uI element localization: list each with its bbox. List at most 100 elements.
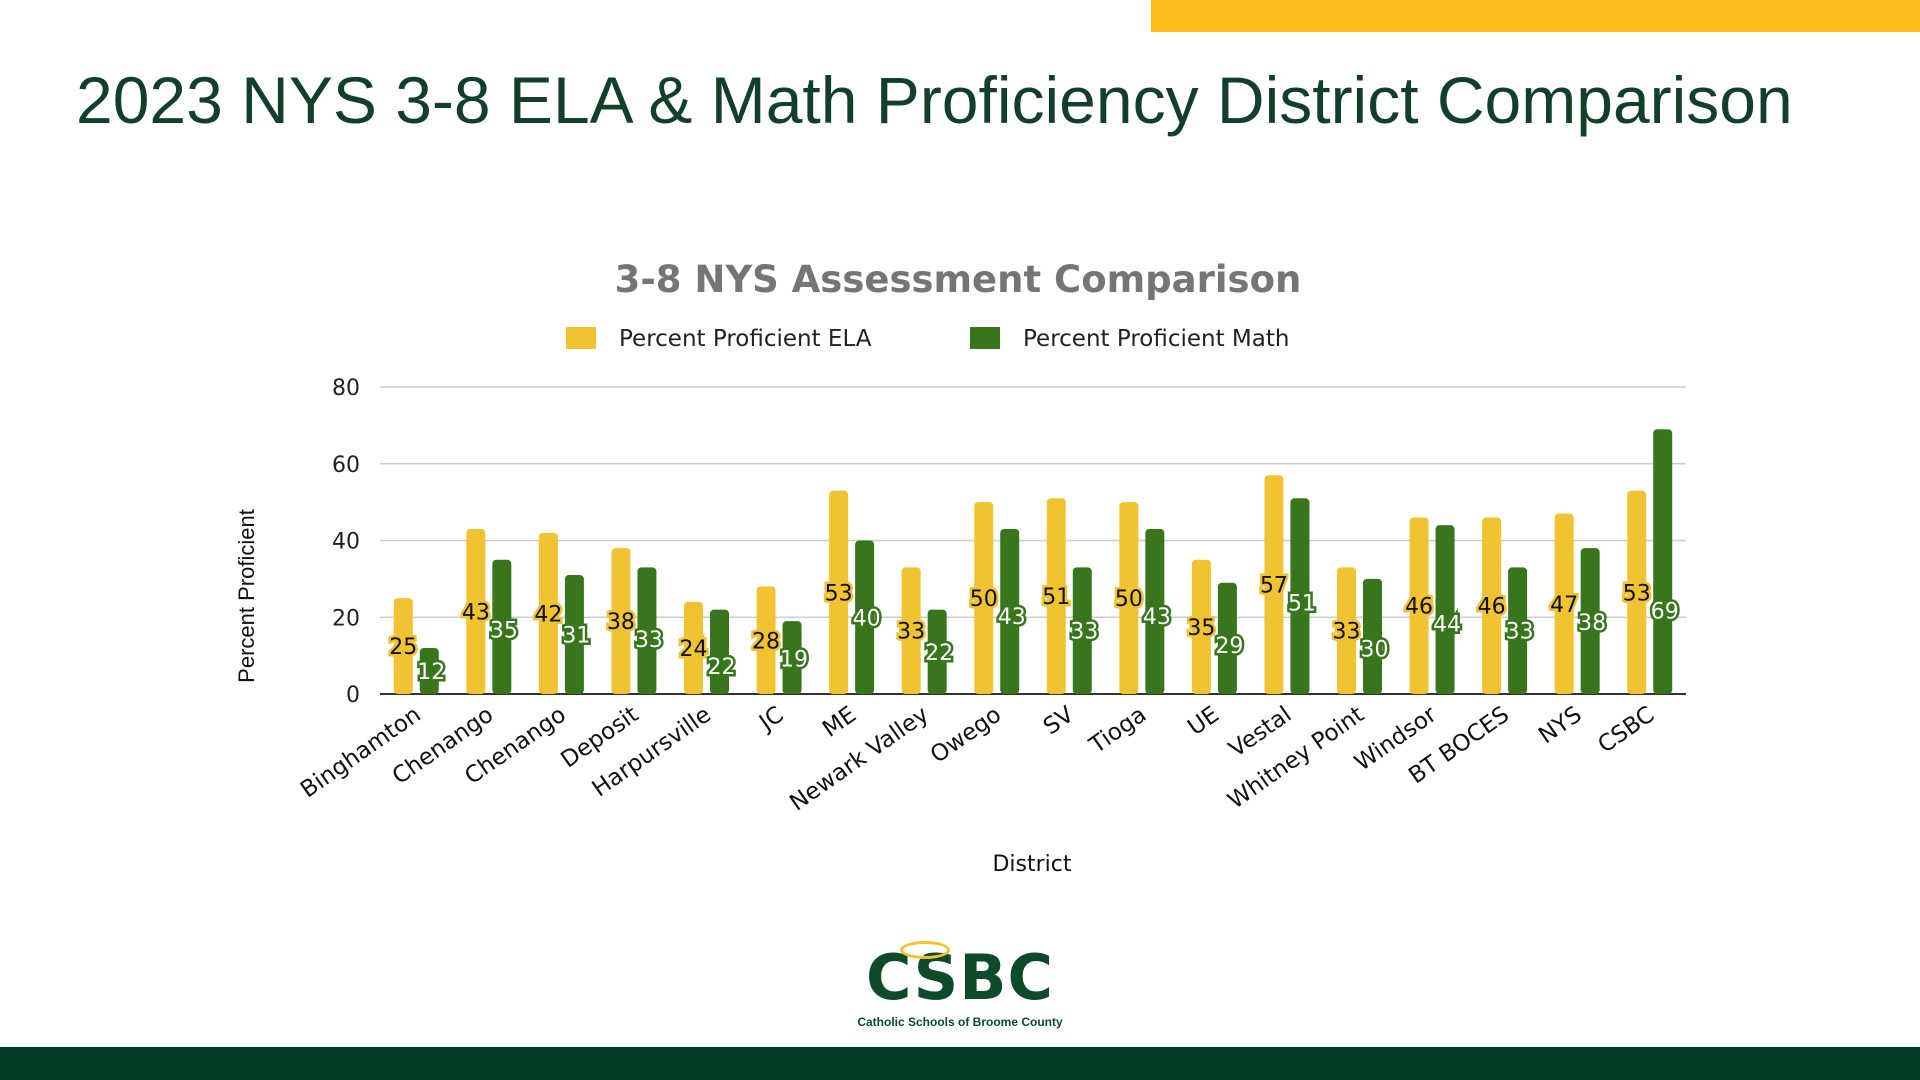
data-label-math: 51 — [1288, 592, 1316, 617]
x-tick-label: UE — [1183, 702, 1224, 741]
bar-math — [927, 609, 947, 694]
data-label-math: 12 — [417, 660, 445, 685]
bar-ela — [1409, 517, 1429, 694]
legend-label-0: Percent Proficient ELA — [619, 326, 872, 352]
data-label-math: 38 — [1578, 611, 1606, 636]
data-label-ela: 42 — [534, 602, 562, 627]
data-label-ela: 53 — [825, 581, 853, 606]
data-label-math: 22 — [708, 655, 736, 680]
data-label-ela: 46 — [1478, 595, 1506, 620]
x-tick-label: CSBC — [1593, 702, 1659, 759]
legend-swatch-1 — [970, 327, 1000, 349]
data-label-ela: 33 — [897, 620, 925, 645]
bar-math — [1145, 528, 1165, 694]
data-label-ela: 35 — [1187, 616, 1215, 641]
bar-ela — [829, 490, 849, 694]
bar-ela — [974, 502, 994, 694]
slide-title: 2023 NYS 3-8 ELA & Math Proficiency Dist… — [76, 63, 1793, 137]
bar-math — [1290, 498, 1310, 694]
bar-math — [1217, 582, 1237, 694]
footer-bar — [0, 1047, 1920, 1080]
x-tick-label: JC — [753, 702, 788, 738]
bar-ela — [1627, 490, 1647, 694]
x-tick-label: NYS — [1534, 702, 1586, 750]
bar-math — [1508, 567, 1528, 694]
x-tick-label: ME — [818, 702, 861, 743]
bar-ela — [1119, 502, 1139, 694]
bar-ela — [1482, 517, 1502, 694]
bar-ela — [1046, 498, 1066, 694]
data-label-math: 43 — [998, 605, 1026, 630]
x-tick-label: Newark Valley — [785, 702, 933, 817]
data-label-math: 44 — [1433, 613, 1461, 638]
data-label-math: 33 — [1070, 620, 1098, 645]
logo-subtitle: Catholic Schools of Broome County — [857, 1015, 1063, 1029]
bar-ela — [684, 601, 703, 694]
bar-math — [855, 540, 875, 694]
bar-math — [1363, 578, 1382, 694]
bar-ela — [393, 598, 413, 694]
data-label-ela: 33 — [1333, 620, 1361, 645]
y-tick-label: 40 — [332, 530, 360, 555]
y-tick-label: 0 — [346, 683, 360, 708]
accent-bar — [1151, 0, 1920, 32]
data-label-math: 33 — [635, 628, 663, 653]
bar-math — [1000, 528, 1020, 694]
y-axis-label: Percent Proficient — [234, 509, 259, 683]
csbc-logo: CSBC Catholic Schools of Broome County — [830, 941, 1090, 1029]
bar-math — [1435, 525, 1455, 694]
y-tick-label: 20 — [332, 606, 360, 631]
data-label-math: 40 — [853, 606, 881, 631]
bar-math — [710, 609, 729, 694]
bar-ela — [1554, 513, 1574, 694]
data-label-math: 31 — [562, 624, 590, 649]
data-label-ela: 38 — [607, 610, 635, 635]
data-label-ela: 25 — [389, 635, 417, 660]
data-label-math: 30 — [1361, 638, 1389, 663]
legend-swatch-0 — [566, 327, 596, 349]
data-label-ela: 50 — [1115, 587, 1143, 612]
bar-ela — [611, 548, 631, 694]
x-tick-label: SV — [1039, 701, 1079, 740]
bar-math — [492, 559, 512, 694]
x-axis-label: District — [992, 852, 1071, 877]
bar-math — [637, 567, 657, 694]
data-label-math: 35 — [490, 618, 518, 643]
data-label-ela: 46 — [1405, 595, 1433, 620]
data-label-ela: 51 — [1042, 585, 1070, 610]
data-label-math: 69 — [1651, 599, 1679, 624]
data-label-math: 22 — [925, 641, 953, 666]
bar-ela — [1191, 559, 1211, 694]
data-label-math: 33 — [1506, 620, 1534, 645]
x-tick-label: Tioga — [1084, 702, 1151, 760]
legend-label-1: Percent Proficient Math — [1023, 326, 1289, 352]
x-tick-label: Binghamton — [296, 702, 426, 804]
bar-math — [1072, 567, 1092, 694]
bar-ela — [1264, 475, 1284, 694]
data-label-math: 43 — [1143, 605, 1171, 630]
data-label-ela: 24 — [680, 637, 708, 662]
logo-mark: CSBC — [830, 941, 1090, 1011]
data-label-ela: 50 — [970, 587, 998, 612]
data-label-ela: 57 — [1260, 574, 1288, 599]
halo-icon — [900, 941, 950, 959]
x-tick-label: Owego — [926, 702, 1006, 769]
logo-text: CSBC — [865, 941, 1055, 1014]
data-label-ela: 53 — [1623, 581, 1651, 606]
data-label-ela: 47 — [1550, 593, 1578, 618]
y-tick-label: 60 — [332, 453, 360, 478]
bar-math — [1653, 429, 1673, 694]
data-label-ela: 28 — [752, 629, 780, 654]
bar-math — [564, 575, 584, 694]
data-label-math: 19 — [780, 647, 808, 672]
data-label-ela: 43 — [462, 600, 490, 625]
bar-ela — [756, 586, 776, 694]
bar-ela — [1337, 567, 1356, 694]
data-label-math: 29 — [1215, 634, 1243, 659]
bar-ela — [538, 532, 558, 694]
bar-math — [782, 621, 802, 694]
bar-math — [1580, 548, 1600, 694]
bar-ela — [466, 528, 486, 694]
bar-math — [419, 647, 439, 694]
